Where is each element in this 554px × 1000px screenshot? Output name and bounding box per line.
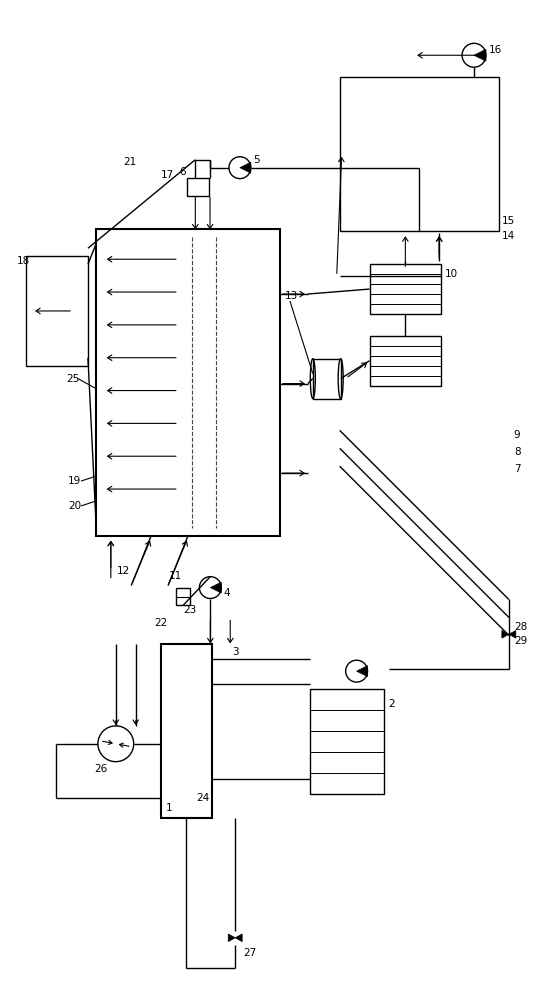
Text: 12: 12 xyxy=(117,566,130,576)
Text: 13: 13 xyxy=(285,291,298,301)
Text: 1: 1 xyxy=(166,803,172,813)
Polygon shape xyxy=(235,934,242,942)
Bar xyxy=(26,256,88,366)
Text: 10: 10 xyxy=(445,269,458,279)
Bar xyxy=(161,644,212,818)
Text: 25: 25 xyxy=(66,374,79,384)
Bar xyxy=(313,359,341,399)
Text: 27: 27 xyxy=(243,948,257,958)
Polygon shape xyxy=(474,49,486,61)
Text: 23: 23 xyxy=(183,605,196,615)
Text: 17: 17 xyxy=(160,170,173,180)
Text: 9: 9 xyxy=(514,430,520,440)
Text: 24: 24 xyxy=(197,793,209,803)
Bar xyxy=(176,588,190,605)
Text: 2: 2 xyxy=(388,699,395,709)
Text: 20: 20 xyxy=(68,501,81,511)
Text: 18: 18 xyxy=(16,256,29,266)
Text: 3: 3 xyxy=(232,647,239,657)
Text: 26: 26 xyxy=(94,764,107,774)
Text: 29: 29 xyxy=(514,636,527,646)
Bar xyxy=(187,178,209,196)
Polygon shape xyxy=(211,582,221,593)
Text: 11: 11 xyxy=(169,571,182,581)
Text: 22: 22 xyxy=(155,618,168,628)
Text: 16: 16 xyxy=(489,45,502,55)
Bar xyxy=(370,336,441,386)
Text: 7: 7 xyxy=(514,464,520,474)
Text: 15: 15 xyxy=(502,216,515,226)
Bar xyxy=(370,264,441,314)
Text: 4: 4 xyxy=(223,588,230,598)
Polygon shape xyxy=(240,162,251,173)
Text: 6: 6 xyxy=(179,167,186,177)
Polygon shape xyxy=(509,630,516,638)
Polygon shape xyxy=(357,666,367,677)
Bar xyxy=(340,77,499,231)
Text: 14: 14 xyxy=(502,231,515,241)
Text: 19: 19 xyxy=(68,476,81,486)
Text: 21: 21 xyxy=(124,157,137,167)
Text: 5: 5 xyxy=(253,155,259,165)
Polygon shape xyxy=(228,934,235,942)
Polygon shape xyxy=(502,630,509,638)
Bar xyxy=(96,229,280,536)
Text: 28: 28 xyxy=(514,622,527,632)
Text: 8: 8 xyxy=(514,447,520,457)
Bar xyxy=(310,689,384,794)
